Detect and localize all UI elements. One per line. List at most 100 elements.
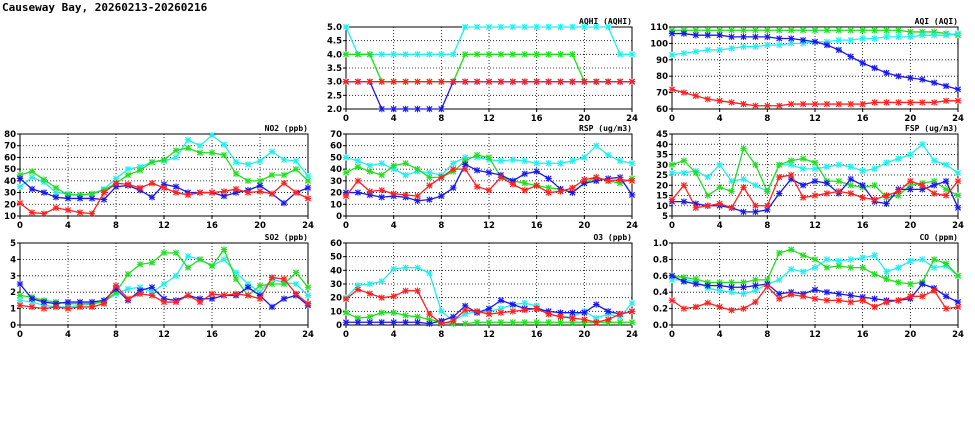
data-point — [136, 290, 144, 298]
data-point — [521, 78, 528, 85]
data-point — [533, 305, 540, 312]
data-point — [740, 43, 747, 50]
data-point — [366, 162, 374, 169]
data-point — [256, 177, 264, 185]
data-point — [704, 282, 711, 289]
data-point — [569, 23, 576, 31]
data-point — [835, 46, 843, 54]
data-point — [823, 41, 831, 49]
data-point — [835, 257, 843, 265]
data-point — [342, 78, 350, 85]
data-point — [616, 78, 624, 85]
data-point — [545, 310, 552, 318]
data-point — [752, 282, 759, 289]
data-point — [907, 151, 914, 158]
data-point — [716, 97, 723, 104]
data-point — [509, 301, 517, 308]
data-point — [680, 157, 688, 164]
data-point — [112, 175, 120, 182]
data-point — [919, 76, 926, 83]
y-tick-label: 110 — [650, 23, 668, 33]
data-point — [835, 262, 843, 270]
data-point — [740, 284, 747, 291]
data-point — [378, 78, 385, 85]
data-point — [680, 305, 688, 312]
data-point — [557, 319, 564, 326]
data-point — [533, 160, 540, 167]
data-point — [342, 51, 350, 58]
data-point — [304, 177, 312, 185]
data-point — [402, 264, 409, 271]
x-tick-label: 20 — [904, 114, 916, 124]
chart-title: RSP (ug/m3) — [579, 124, 632, 133]
data-point — [692, 204, 700, 211]
data-point — [16, 292, 24, 299]
data-point — [438, 320, 445, 327]
data-point — [799, 268, 807, 275]
data-point — [919, 141, 926, 148]
data-point — [232, 185, 240, 193]
data-point — [280, 180, 288, 187]
data-point — [859, 194, 866, 201]
data-point — [740, 145, 747, 152]
x-tick-label: 0 — [669, 221, 675, 231]
y-tick-label: 1.0 — [653, 239, 668, 249]
data-point — [883, 69, 890, 77]
series-blue — [668, 272, 962, 306]
data-point — [366, 168, 374, 175]
data-point — [184, 264, 192, 271]
data-point — [581, 316, 588, 323]
data-point — [148, 259, 156, 266]
x-tick-label: 24 — [626, 114, 638, 124]
y-tick-label: 4 — [10, 255, 16, 265]
data-point — [378, 309, 385, 316]
data-point — [244, 189, 252, 196]
data-point — [244, 284, 252, 291]
data-point — [847, 27, 854, 34]
data-point — [871, 165, 878, 173]
x-tick-label: 24 — [952, 114, 964, 124]
x-tick-label: 4 — [717, 221, 723, 231]
data-point — [509, 308, 517, 315]
data-point — [811, 286, 819, 293]
data-point — [954, 30, 962, 37]
y-tick-label: 40 — [330, 266, 342, 276]
data-point — [16, 280, 24, 288]
x-tick-label: 0 — [343, 114, 349, 124]
data-point — [509, 78, 517, 85]
y-tick-label: 3.5 — [327, 64, 342, 74]
y-tick-label: 60 — [330, 239, 342, 249]
data-point — [148, 292, 156, 299]
data-point — [799, 27, 807, 34]
data-point — [256, 295, 264, 302]
data-point — [196, 142, 204, 149]
data-point — [438, 78, 445, 85]
data-point — [268, 303, 276, 311]
series-red — [342, 165, 636, 200]
data-point — [533, 319, 540, 326]
data-point — [569, 184, 576, 192]
data-point — [557, 78, 564, 85]
data-point — [557, 188, 564, 195]
data-point — [497, 174, 505, 181]
data-point — [473, 151, 481, 159]
data-point — [954, 97, 962, 104]
y-tick-label: 50 — [4, 165, 16, 175]
data-point — [509, 23, 517, 31]
chart-title: CO (ppm) — [919, 233, 958, 242]
data-point — [668, 272, 676, 279]
data-point — [509, 181, 517, 188]
data-point — [787, 157, 795, 164]
x-tick-label: 12 — [483, 114, 495, 124]
data-point — [919, 32, 926, 39]
data-point — [426, 310, 433, 318]
x-tick-label: 16 — [206, 221, 218, 231]
data-point — [64, 195, 72, 202]
data-point — [521, 187, 528, 194]
chart-title: O3 (ppb) — [593, 233, 632, 242]
data-point — [942, 305, 950, 312]
data-point — [268, 171, 276, 179]
data-point — [823, 256, 831, 263]
data-point — [280, 199, 288, 207]
